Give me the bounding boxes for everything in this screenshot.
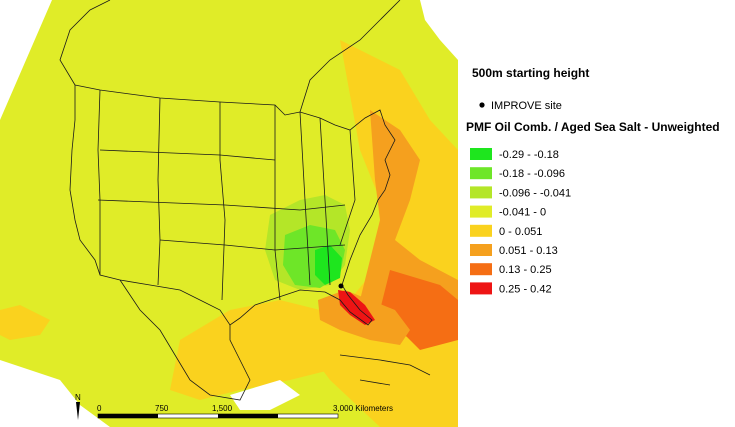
state-lines-5 [97, 199, 346, 211]
scale-tick-750: 750 [155, 404, 169, 413]
legend-swatch-6 [470, 263, 492, 276]
scale-tick-3000: 3,000 Kilometers [333, 404, 393, 413]
state-lines-10 [339, 129, 356, 246]
state-lines-9 [319, 117, 331, 286]
map-canvas: N 0 750 1,500 3,000 Kilometers [0, 0, 458, 427]
legend-swatch-3 [470, 205, 492, 218]
caribbean [339, 354, 431, 386]
legend-label-7: 0.25 - 0.42 [499, 283, 552, 295]
legend-swatch-0 [470, 148, 492, 160]
state-lines-2 [157, 97, 161, 286]
legend-classes: -0.29 - -0.18 -0.18 - -0.096 -0.096 - -0.0… [470, 148, 571, 295]
mexico-outline [119, 279, 251, 401]
scale-tick-0: 0 [97, 404, 102, 413]
legend-swatch-7 [470, 282, 492, 295]
layer-title: PMF Oil Comb. / Aged Sea Salt - Unweight… [466, 120, 720, 134]
boundaries [59, 0, 431, 401]
legend-swatch-1 [470, 167, 492, 180]
state-lines-4 [99, 149, 276, 161]
us-outline [69, 84, 396, 326]
legend-swatch-5 [470, 244, 492, 256]
state-lines-1 [97, 89, 101, 275]
scale-tick-1500: 1,500 [212, 404, 233, 413]
canada-border [59, 0, 401, 113]
legend-swatch-4 [470, 224, 492, 237]
improve-site-legend-label: IMPROVE site [491, 100, 562, 112]
starting-height-label: 500m starting height [472, 66, 589, 80]
legend-label-0: -0.29 - -0.18 [499, 149, 559, 161]
white-area [420, 0, 458, 60]
yellow-gulf [170, 300, 340, 400]
north-arrow: N [75, 393, 81, 420]
legend-panel: 500m starting height IMPROVE site PMF Oi… [466, 66, 720, 295]
improve-site-marker [338, 283, 344, 289]
improve-site-legend-marker [479, 102, 485, 108]
legend-label-1: -0.18 - -0.096 [499, 168, 565, 180]
legend-label-2: -0.096 - -0.041 [499, 187, 571, 199]
legend-label-3: -0.041 - 0 [499, 207, 546, 219]
scale-bar: 0 750 1,500 3,000 Kilometers [97, 404, 393, 419]
red-florida [338, 290, 375, 325]
legend-swatch-2 [470, 186, 492, 199]
legend-label-5: 0.051 - 0.13 [499, 245, 558, 257]
state-lines-7 [274, 105, 281, 301]
legend-label-4: 0 - 0.051 [499, 226, 542, 238]
legend-label-6: 0.13 - 0.25 [499, 264, 552, 276]
state-lines-8 [299, 111, 311, 286]
orange-atlantic [380, 270, 458, 350]
north-arrow-label: N [75, 393, 81, 402]
state-lines-3 [219, 102, 226, 301]
yellow-pacific [0, 305, 50, 340]
orange-east [360, 110, 458, 340]
white-area-bottom [230, 380, 300, 410]
state-lines-6 [159, 239, 346, 251]
